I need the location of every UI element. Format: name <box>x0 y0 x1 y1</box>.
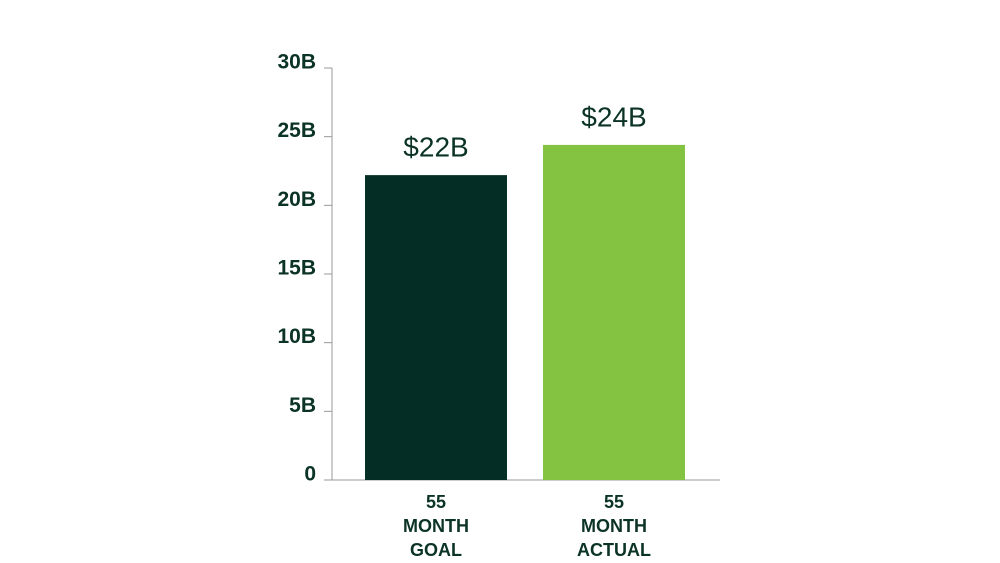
value-label: $24B <box>581 101 646 132</box>
bar <box>365 175 507 480</box>
y-tick-label: 15B <box>277 257 316 280</box>
value-label: $22B <box>403 132 468 163</box>
y-tick-label: 25B <box>277 119 316 142</box>
y-tick-label: 10B <box>277 325 316 348</box>
x-tick-label: 55 MONTH ACTUAL <box>577 492 651 560</box>
y-tick-label: 5B <box>289 394 316 417</box>
y-tick-label: 20B <box>277 188 316 211</box>
bar <box>543 144 685 480</box>
y-tick-label: 30B <box>277 51 316 74</box>
y-tick-label: 0 <box>304 463 316 486</box>
x-tick-label: 55 MONTH GOAL <box>403 492 469 560</box>
